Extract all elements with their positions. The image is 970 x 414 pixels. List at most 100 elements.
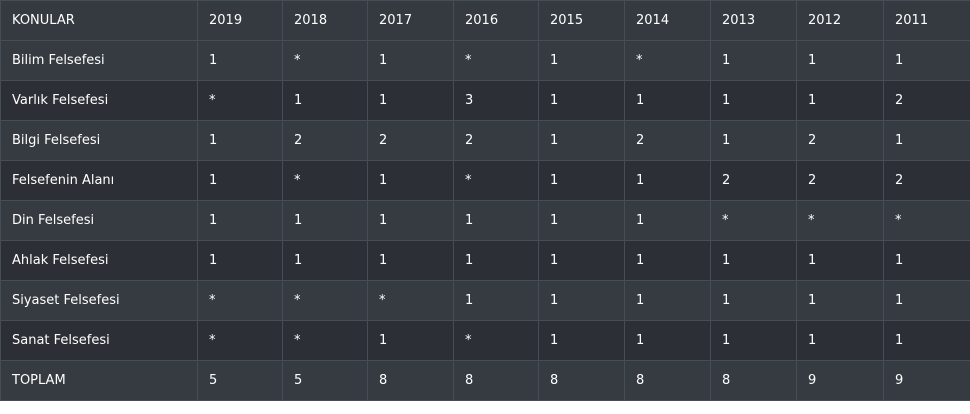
table-cell: 1 xyxy=(796,320,884,361)
table-cell: 2 xyxy=(796,120,884,161)
table-cell: * xyxy=(453,40,539,81)
table-cell: 1 xyxy=(197,240,283,281)
table-cell: 1 xyxy=(883,280,970,321)
table-row: Sanat Felsefesi * * 1 * 1 1 1 1 1 xyxy=(0,320,970,361)
table-cell: 1 xyxy=(883,240,970,281)
table-cell: * xyxy=(453,320,539,361)
header-cell: KONULAR xyxy=(0,0,198,41)
table-cell: 1 xyxy=(197,40,283,81)
table-cell: * xyxy=(624,40,711,81)
table-cell: * xyxy=(796,200,884,241)
row-label-cell: Ahlak Felsefesi xyxy=(0,240,198,281)
table-cell: 1 xyxy=(197,160,283,201)
table-cell: 2 xyxy=(796,160,884,201)
header-cell: 2019 xyxy=(197,0,283,41)
table-cell: 1 xyxy=(538,280,625,321)
table-cell: 1 xyxy=(367,200,454,241)
row-label-cell: Siyaset Felsefesi xyxy=(0,280,198,321)
table-cell: 9 xyxy=(883,360,970,401)
table-row: Siyaset Felsefesi * * * 1 1 1 1 1 1 xyxy=(0,280,970,321)
table-cell: 1 xyxy=(367,160,454,201)
table-cell: 2 xyxy=(883,80,970,121)
table-cell: 1 xyxy=(282,80,368,121)
table-cell: 1 xyxy=(367,40,454,81)
table-cell: 3 xyxy=(453,80,539,121)
topics-by-year-table: KONULAR 2019 2018 2017 2016 2015 2014 20… xyxy=(0,0,970,401)
table-cell: 8 xyxy=(453,360,539,401)
row-label-cell: Varlık Felsefesi xyxy=(0,80,198,121)
table-cell: 1 xyxy=(624,160,711,201)
table-cell: 1 xyxy=(710,120,797,161)
table-cell: 1 xyxy=(538,240,625,281)
table-cell: 9 xyxy=(796,360,884,401)
table-cell: 1 xyxy=(282,200,368,241)
table-cell: 1 xyxy=(282,240,368,281)
header-cell: 2012 xyxy=(796,0,884,41)
table-cell: 1 xyxy=(538,200,625,241)
table-cell: 1 xyxy=(796,40,884,81)
row-label-cell: TOPLAM xyxy=(0,360,198,401)
table-cell: 2 xyxy=(710,160,797,201)
table-header-row: KONULAR 2019 2018 2017 2016 2015 2014 20… xyxy=(0,0,970,41)
row-label-cell: Bilim Felsefesi xyxy=(0,40,198,81)
table-cell: * xyxy=(282,40,368,81)
table-cell: 1 xyxy=(367,240,454,281)
table-cell: 5 xyxy=(197,360,283,401)
table-cell: * xyxy=(282,280,368,321)
row-label-cell: Din Felsefesi xyxy=(0,200,198,241)
table-cell: 1 xyxy=(453,280,539,321)
table-cell: 1 xyxy=(710,240,797,281)
table-cell: 1 xyxy=(367,320,454,361)
row-label-cell: Sanat Felsefesi xyxy=(0,320,198,361)
table-row: Din Felsefesi 1 1 1 1 1 1 * * * xyxy=(0,200,970,241)
table-cell: 1 xyxy=(197,200,283,241)
table-cell: 1 xyxy=(710,320,797,361)
table-body: Bilim Felsefesi 1 * 1 * 1 * 1 1 1 Varlık Felsefesi… xyxy=(0,40,970,401)
table-row: Felsefenin Alanı 1 * 1 * 1 1 2 2 2 xyxy=(0,160,970,201)
table-cell: 1 xyxy=(624,80,711,121)
table-row: Varlık Felsefesi * 1 1 3 1 1 1 1 2 xyxy=(0,80,970,121)
table-cell: * xyxy=(282,160,368,201)
table-cell: 1 xyxy=(796,80,884,121)
table-cell: 1 xyxy=(796,280,884,321)
table-row: TOPLAM 5 5 8 8 8 8 8 9 9 xyxy=(0,360,970,401)
table-cell: * xyxy=(453,160,539,201)
table-cell: 1 xyxy=(624,320,711,361)
table-row: Bilim Felsefesi 1 * 1 * 1 * 1 1 1 xyxy=(0,40,970,81)
table-cell: 1 xyxy=(624,200,711,241)
table-cell: 8 xyxy=(367,360,454,401)
table-cell: 1 xyxy=(538,320,625,361)
table-cell: * xyxy=(282,320,368,361)
table-cell: 1 xyxy=(197,120,283,161)
table-cell: 1 xyxy=(710,40,797,81)
table-cell: * xyxy=(367,280,454,321)
table-cell: * xyxy=(710,200,797,241)
table-cell: 1 xyxy=(367,80,454,121)
table-cell: 1 xyxy=(624,280,711,321)
table-row: Ahlak Felsefesi 1 1 1 1 1 1 1 1 1 xyxy=(0,240,970,281)
table-cell: 1 xyxy=(883,120,970,161)
table-cell: 1 xyxy=(883,320,970,361)
table-cell: * xyxy=(197,320,283,361)
table-cell: 1 xyxy=(624,240,711,281)
table-cell: 2 xyxy=(367,120,454,161)
header-cell: 2013 xyxy=(710,0,797,41)
table-cell: 2 xyxy=(624,120,711,161)
header-cell: 2016 xyxy=(453,0,539,41)
table-cell: 2 xyxy=(282,120,368,161)
table-cell: * xyxy=(883,200,970,241)
table-cell: 1 xyxy=(538,80,625,121)
table-cell: 1 xyxy=(453,200,539,241)
table-cell: 2 xyxy=(883,160,970,201)
row-label-cell: Felsefenin Alanı xyxy=(0,160,198,201)
table-cell: 1 xyxy=(710,280,797,321)
table-cell: 5 xyxy=(282,360,368,401)
table-cell: 1 xyxy=(710,80,797,121)
table-cell: 1 xyxy=(538,160,625,201)
table-cell: 1 xyxy=(796,240,884,281)
header-cell: 2018 xyxy=(282,0,368,41)
header-cell: 2017 xyxy=(367,0,454,41)
table-cell: 1 xyxy=(453,240,539,281)
row-label-cell: Bilgi Felsefesi xyxy=(0,120,198,161)
table-cell: 1 xyxy=(538,40,625,81)
